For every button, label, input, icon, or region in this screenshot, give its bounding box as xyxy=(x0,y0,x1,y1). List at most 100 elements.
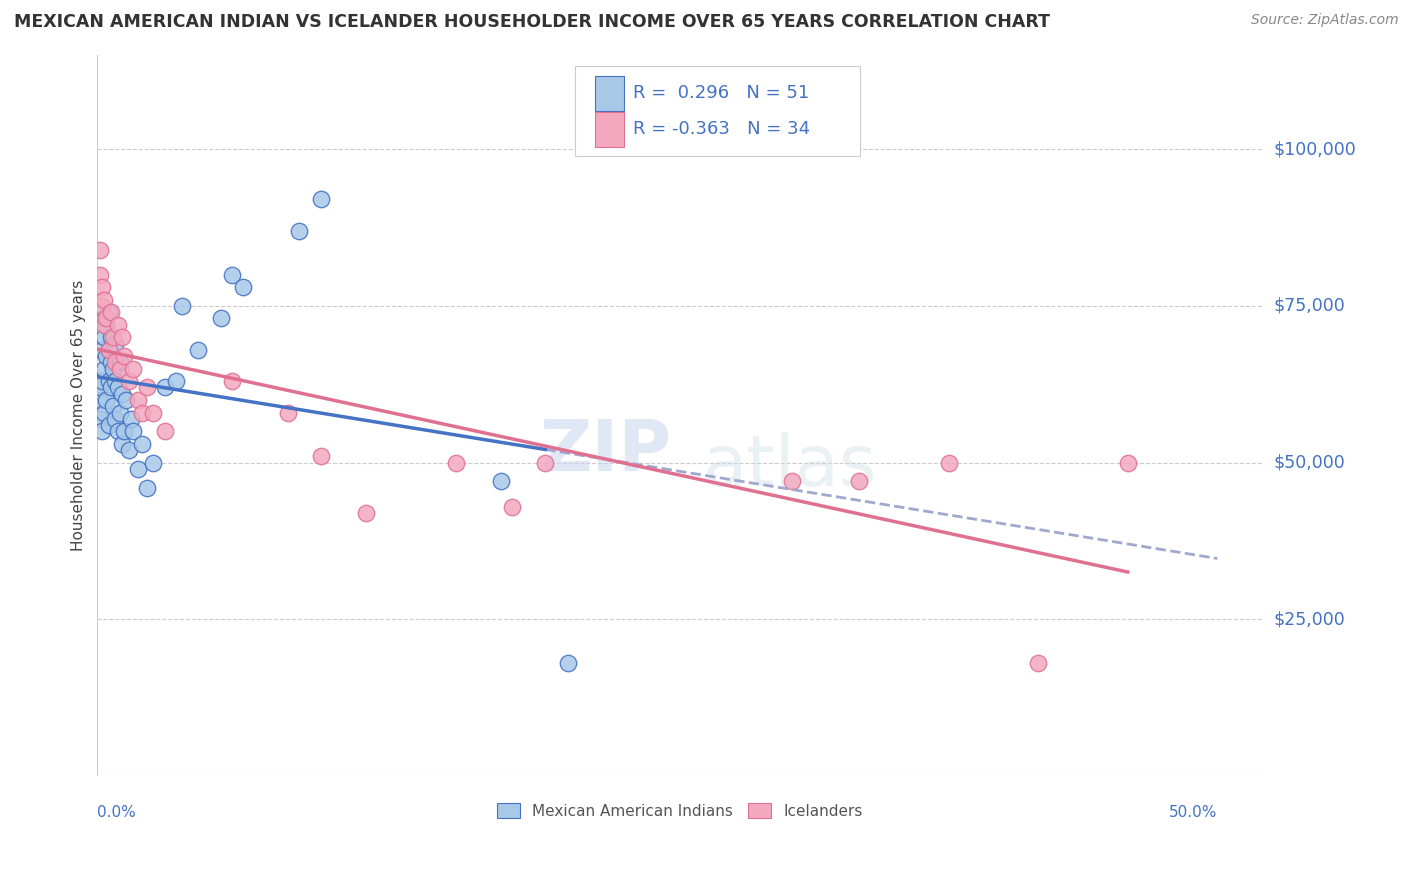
Point xyxy=(288,224,311,238)
Point xyxy=(131,405,153,419)
Point xyxy=(90,425,112,439)
Point xyxy=(111,386,134,401)
Point xyxy=(1026,657,1049,671)
Point xyxy=(122,361,145,376)
Point xyxy=(104,411,127,425)
Point xyxy=(100,380,122,394)
Point xyxy=(96,311,118,326)
Point xyxy=(187,343,209,357)
Point xyxy=(100,305,122,319)
Point xyxy=(848,475,870,489)
Point xyxy=(118,443,141,458)
Point xyxy=(96,349,118,363)
Text: ZIP: ZIP xyxy=(540,417,672,486)
Point xyxy=(501,500,523,514)
Point xyxy=(108,361,131,376)
Point xyxy=(104,374,127,388)
Point xyxy=(780,475,803,489)
Point xyxy=(311,450,333,464)
Point xyxy=(89,411,111,425)
Point xyxy=(107,318,129,332)
Point xyxy=(118,374,141,388)
Point xyxy=(89,268,111,282)
Point xyxy=(89,243,111,257)
Point xyxy=(97,343,120,357)
Text: $25,000: $25,000 xyxy=(1274,610,1346,629)
Point xyxy=(112,349,135,363)
Point xyxy=(89,392,111,407)
Point xyxy=(101,399,124,413)
Text: R = -0.363   N = 34: R = -0.363 N = 34 xyxy=(633,120,810,138)
Point xyxy=(107,425,129,439)
Point xyxy=(127,462,149,476)
Point xyxy=(104,336,127,351)
Point xyxy=(90,374,112,388)
Text: R =  0.296   N = 51: R = 0.296 N = 51 xyxy=(633,85,810,103)
Point xyxy=(221,374,243,388)
Point xyxy=(209,311,232,326)
Point xyxy=(120,411,142,425)
Legend: Mexican American Indians, Icelanders: Mexican American Indians, Icelanders xyxy=(489,795,870,826)
Text: Source: ZipAtlas.com: Source: ZipAtlas.com xyxy=(1251,13,1399,28)
Point xyxy=(101,330,124,344)
Text: MEXICAN AMERICAN INDIAN VS ICELANDER HOUSEHOLDER INCOME OVER 65 YEARS CORRELATIO: MEXICAN AMERICAN INDIAN VS ICELANDER HOU… xyxy=(14,13,1050,31)
Point xyxy=(1116,456,1139,470)
Point xyxy=(97,343,120,357)
Point xyxy=(142,456,165,470)
Text: $100,000: $100,000 xyxy=(1274,140,1357,158)
Point xyxy=(127,392,149,407)
Point xyxy=(115,392,138,407)
Point xyxy=(277,405,299,419)
Point xyxy=(93,405,115,419)
Text: atlas: atlas xyxy=(703,432,877,500)
Point xyxy=(93,293,115,307)
Point xyxy=(311,192,333,206)
Point xyxy=(135,481,157,495)
Point xyxy=(90,299,112,313)
Point xyxy=(165,374,187,388)
FancyBboxPatch shape xyxy=(595,76,624,111)
Point xyxy=(90,343,112,357)
Point xyxy=(172,299,194,313)
Point xyxy=(101,361,124,376)
Point xyxy=(93,361,115,376)
Y-axis label: Householder Income Over 65 years: Householder Income Over 65 years xyxy=(72,280,86,551)
Point xyxy=(221,268,243,282)
Point xyxy=(131,437,153,451)
Point xyxy=(93,318,115,332)
Point xyxy=(100,355,122,369)
FancyBboxPatch shape xyxy=(595,112,624,146)
Point xyxy=(444,456,467,470)
Point xyxy=(93,311,115,326)
Text: $50,000: $50,000 xyxy=(1274,454,1346,472)
Point xyxy=(93,330,115,344)
Point xyxy=(112,425,135,439)
Point xyxy=(142,405,165,419)
Point xyxy=(938,456,960,470)
Point xyxy=(111,437,134,451)
Point xyxy=(122,425,145,439)
Point xyxy=(104,355,127,369)
Text: 50.0%: 50.0% xyxy=(1168,805,1218,820)
Point xyxy=(97,418,120,433)
Text: 0.0%: 0.0% xyxy=(97,805,136,820)
Point xyxy=(354,506,377,520)
Point xyxy=(108,405,131,419)
Point xyxy=(107,380,129,394)
FancyBboxPatch shape xyxy=(575,66,860,156)
Point xyxy=(97,374,120,388)
Point xyxy=(489,475,512,489)
Point xyxy=(89,380,111,394)
Point xyxy=(557,657,579,671)
Point xyxy=(96,392,118,407)
Point xyxy=(153,425,176,439)
Point xyxy=(111,330,134,344)
Point xyxy=(534,456,557,470)
Text: $75,000: $75,000 xyxy=(1274,297,1346,315)
Point xyxy=(153,380,176,394)
Point xyxy=(96,318,118,332)
Point xyxy=(232,280,254,294)
Point xyxy=(100,330,122,344)
Point xyxy=(97,305,120,319)
Point xyxy=(108,355,131,369)
